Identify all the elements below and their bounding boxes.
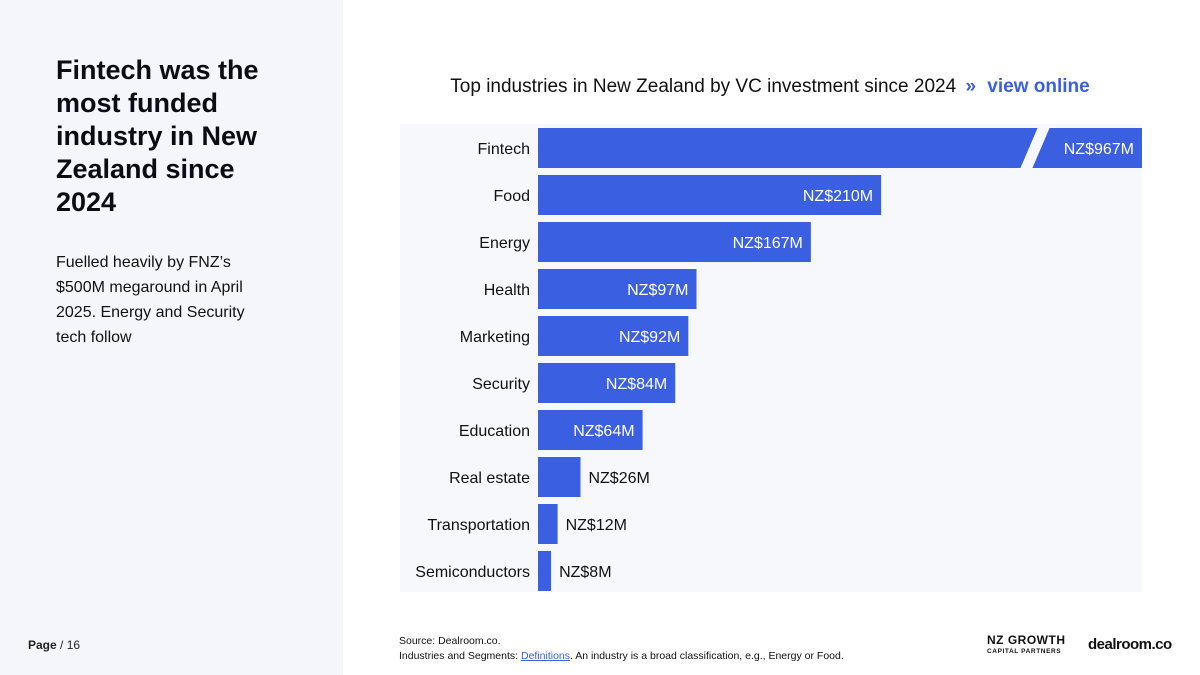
dealroom-logo: dealroom.co xyxy=(1088,636,1172,653)
bar-semiconductors xyxy=(538,551,552,591)
page-count: 16 xyxy=(66,638,81,652)
value-label: NZ$967M xyxy=(1064,141,1134,158)
value-label: NZ$12M xyxy=(566,517,627,534)
chart-area: Fintech NZ$967M Food NZ$210M Energy NZ$167M He… xyxy=(400,124,1142,592)
value-label: NZ$167M xyxy=(733,235,803,252)
page-label: Page xyxy=(28,638,57,652)
definitions-suffix: . An industry is a broad classification,… xyxy=(570,650,844,662)
bar-food xyxy=(538,175,882,215)
bar-education xyxy=(538,410,643,450)
category-label: Security xyxy=(472,376,530,393)
definitions-prefix: Industries and Segments: xyxy=(399,650,521,662)
category-label: Semiconductors xyxy=(415,564,530,581)
source-note: Source: Dealroom.co. Industries and Segm… xyxy=(399,634,844,664)
chart-title: Top industries in New Zealand by VC inve… xyxy=(400,76,1140,98)
value-label: NZ$92M xyxy=(619,329,680,346)
view-online-link[interactable]: view online xyxy=(987,76,1090,97)
category-label: Real estate xyxy=(449,470,530,487)
definitions-line: Industries and Segments: Definitions. An… xyxy=(399,649,844,664)
value-label: NZ$84M xyxy=(606,376,667,393)
bar-energy xyxy=(538,222,811,262)
double-chevron-right-icon: » xyxy=(965,76,977,97)
category-label: Food xyxy=(494,188,530,205)
headline: Fintech was the most funded industry in … xyxy=(56,55,259,217)
page-separator: / xyxy=(60,638,64,652)
nz-growth-logo-line2: CAPITAL PARTNERS xyxy=(987,648,1062,655)
category-label: Energy xyxy=(479,235,530,252)
category-label: Education xyxy=(459,423,530,440)
bar-transportation xyxy=(538,504,558,544)
nz-growth-logo: NZ GROWTH CAPITAL PARTNERS xyxy=(987,634,1066,656)
value-label: NZ$97M xyxy=(627,282,688,299)
bar-chart: Fintech NZ$967M Food NZ$210M Energy NZ$167M He… xyxy=(415,127,1142,591)
value-label: NZ$8M xyxy=(559,564,611,581)
value-label: NZ$26M xyxy=(588,470,649,487)
source-line: Source: Dealroom.co. xyxy=(399,635,501,647)
page-number: Page / 16 xyxy=(28,638,80,652)
axis-break-mark xyxy=(1020,127,1050,169)
category-label: Marketing xyxy=(460,329,530,346)
category-label: Transportation xyxy=(427,517,530,534)
value-label: NZ$64M xyxy=(573,423,634,440)
bar-security xyxy=(538,363,676,403)
definitions-link[interactable]: Definitions xyxy=(521,650,571,662)
value-label: NZ$210M xyxy=(803,188,873,205)
subtext: Fuelled heavily by FNZ’s $500M megaround… xyxy=(56,254,245,346)
chart-title-text: Top industries in New Zealand by VC inve… xyxy=(450,76,957,97)
nz-growth-logo-line1: NZ GROWTH xyxy=(987,633,1066,647)
bar-health xyxy=(538,269,697,309)
bar-fintech xyxy=(538,128,1142,168)
bar-marketing xyxy=(538,316,689,356)
bar-real-estate xyxy=(538,457,581,497)
left-panel: Fintech was the most funded industry in … xyxy=(0,0,343,675)
category-label: Health xyxy=(484,282,530,299)
category-label: Fintech xyxy=(478,141,530,158)
